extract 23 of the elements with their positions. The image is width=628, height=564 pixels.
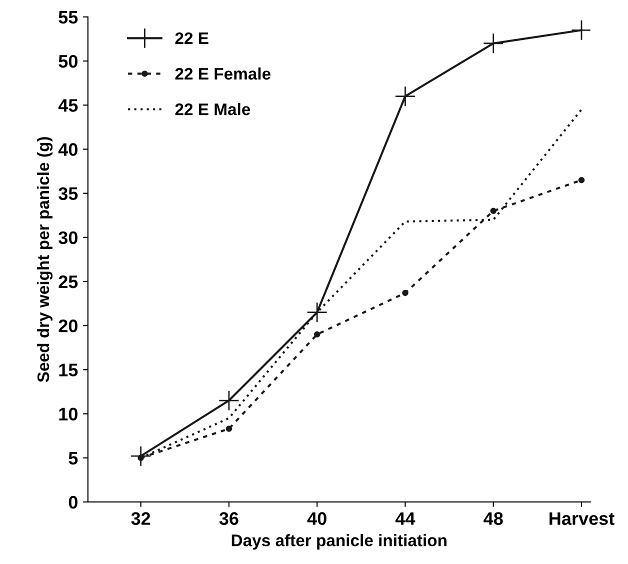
y-tick-label: 40 xyxy=(58,143,78,156)
y-tick-label: 5 xyxy=(68,452,78,465)
x-tick-label: 48 xyxy=(484,512,503,525)
x-tick-label: Harvest xyxy=(550,512,614,525)
y-axis-title: Seed dry weight per panicle (g) xyxy=(36,137,53,382)
legend-label: 22 E xyxy=(175,32,208,44)
y-tick-label: 15 xyxy=(59,364,78,376)
x-axis-title: Days after panicle initiation xyxy=(232,534,446,550)
y-tick-label: 25 xyxy=(58,275,78,288)
y-tick-label: 30 xyxy=(58,231,78,244)
y-tick-label: 10 xyxy=(59,408,78,420)
y-tick-label: 0 xyxy=(68,496,78,509)
y-tick-label: 20 xyxy=(58,320,78,332)
y-tick-label: 50 xyxy=(58,54,78,68)
legend-label: 22 E Male xyxy=(175,102,250,116)
legend-label: 22 E Female xyxy=(175,67,270,80)
x-tick-label: 40 xyxy=(307,512,326,525)
x-tick-label: 32 xyxy=(131,512,150,525)
y-tick-label: 35 xyxy=(58,187,78,200)
x-tick-label: 36 xyxy=(219,512,238,525)
y-tick-label: 45 xyxy=(58,99,78,112)
y-tick-label: 55 xyxy=(58,11,78,24)
x-tick-label: 44 xyxy=(395,512,416,525)
